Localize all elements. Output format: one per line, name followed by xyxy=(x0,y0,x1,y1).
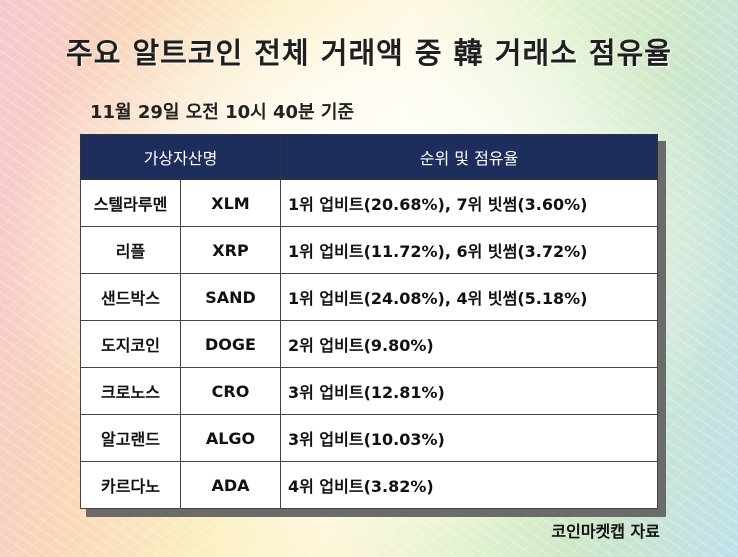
rank-share-cell: 3위 업비트(12.81%) xyxy=(280,367,658,415)
rank-share-cell: 2위 업비트(9.80%) xyxy=(280,320,658,368)
rank-share-cell: 1위 업비트(24.08%), 4위 빗썸(5.18%) xyxy=(280,273,658,321)
asset-name-cell: 스텔라루멘 xyxy=(80,179,181,227)
share-table: 가상자산명 순위 및 점유율 스텔라루멘 XLM 1위 업비트(20.68%),… xyxy=(80,134,658,509)
asset-symbol-cell: XLM xyxy=(180,179,281,227)
asset-symbol-cell: CRO xyxy=(180,367,281,415)
asset-symbol-cell: SAND xyxy=(180,273,281,321)
table-row: 카르다노 ADA 4위 업비트(3.82%) xyxy=(80,461,658,509)
header-rank-share: 순위 및 점유율 xyxy=(280,134,658,180)
table-header-row: 가상자산명 순위 및 점유율 xyxy=(80,134,658,180)
rank-share-cell: 1위 업비트(11.72%), 6위 빗썸(3.72%) xyxy=(280,226,658,274)
asset-name-cell: 크로노스 xyxy=(80,367,181,415)
asset-symbol-cell: ALGO xyxy=(180,414,281,462)
rank-share-cell: 1위 업비트(20.68%), 7위 빗썸(3.60%) xyxy=(280,179,658,227)
table-row: 도지코인 DOGE 2위 업비트(9.80%) xyxy=(80,320,658,368)
asset-symbol-cell: XRP xyxy=(180,226,281,274)
asset-symbol-cell: DOGE xyxy=(180,320,281,368)
table-row: 샌드박스 SAND 1위 업비트(24.08%), 4위 빗썸(5.18%) xyxy=(80,273,658,321)
table-row: 크로노스 CRO 3위 업비트(12.81%) xyxy=(80,367,658,415)
asset-symbol-cell: ADA xyxy=(180,461,281,509)
rank-share-cell: 4위 업비트(3.82%) xyxy=(280,461,658,509)
table-row: 리플 XRP 1위 업비트(11.72%), 6위 빗썸(3.72%) xyxy=(80,226,658,274)
page-title: 주요 알트코인 전체 거래액 중 韓 거래소 점유율 xyxy=(66,36,672,70)
table-row: 스텔라루멘 XLM 1위 업비트(20.68%), 7위 빗썸(3.60%) xyxy=(80,179,658,227)
header-asset-name: 가상자산명 xyxy=(80,134,281,180)
asset-name-cell: 리플 xyxy=(80,226,181,274)
table-row: 알고랜드 ALGO 3위 업비트(10.03%) xyxy=(80,414,658,462)
source-footer: 코인마켓캡 자료 xyxy=(551,522,660,541)
asset-name-cell: 도지코인 xyxy=(80,320,181,368)
timestamp-subtitle: 11월 29일 오전 10시 40분 기준 xyxy=(90,102,355,123)
asset-name-cell: 카르다노 xyxy=(80,461,181,509)
asset-name-cell: 샌드박스 xyxy=(80,273,181,321)
rank-share-cell: 3위 업비트(10.03%) xyxy=(280,414,658,462)
asset-name-cell: 알고랜드 xyxy=(80,414,181,462)
